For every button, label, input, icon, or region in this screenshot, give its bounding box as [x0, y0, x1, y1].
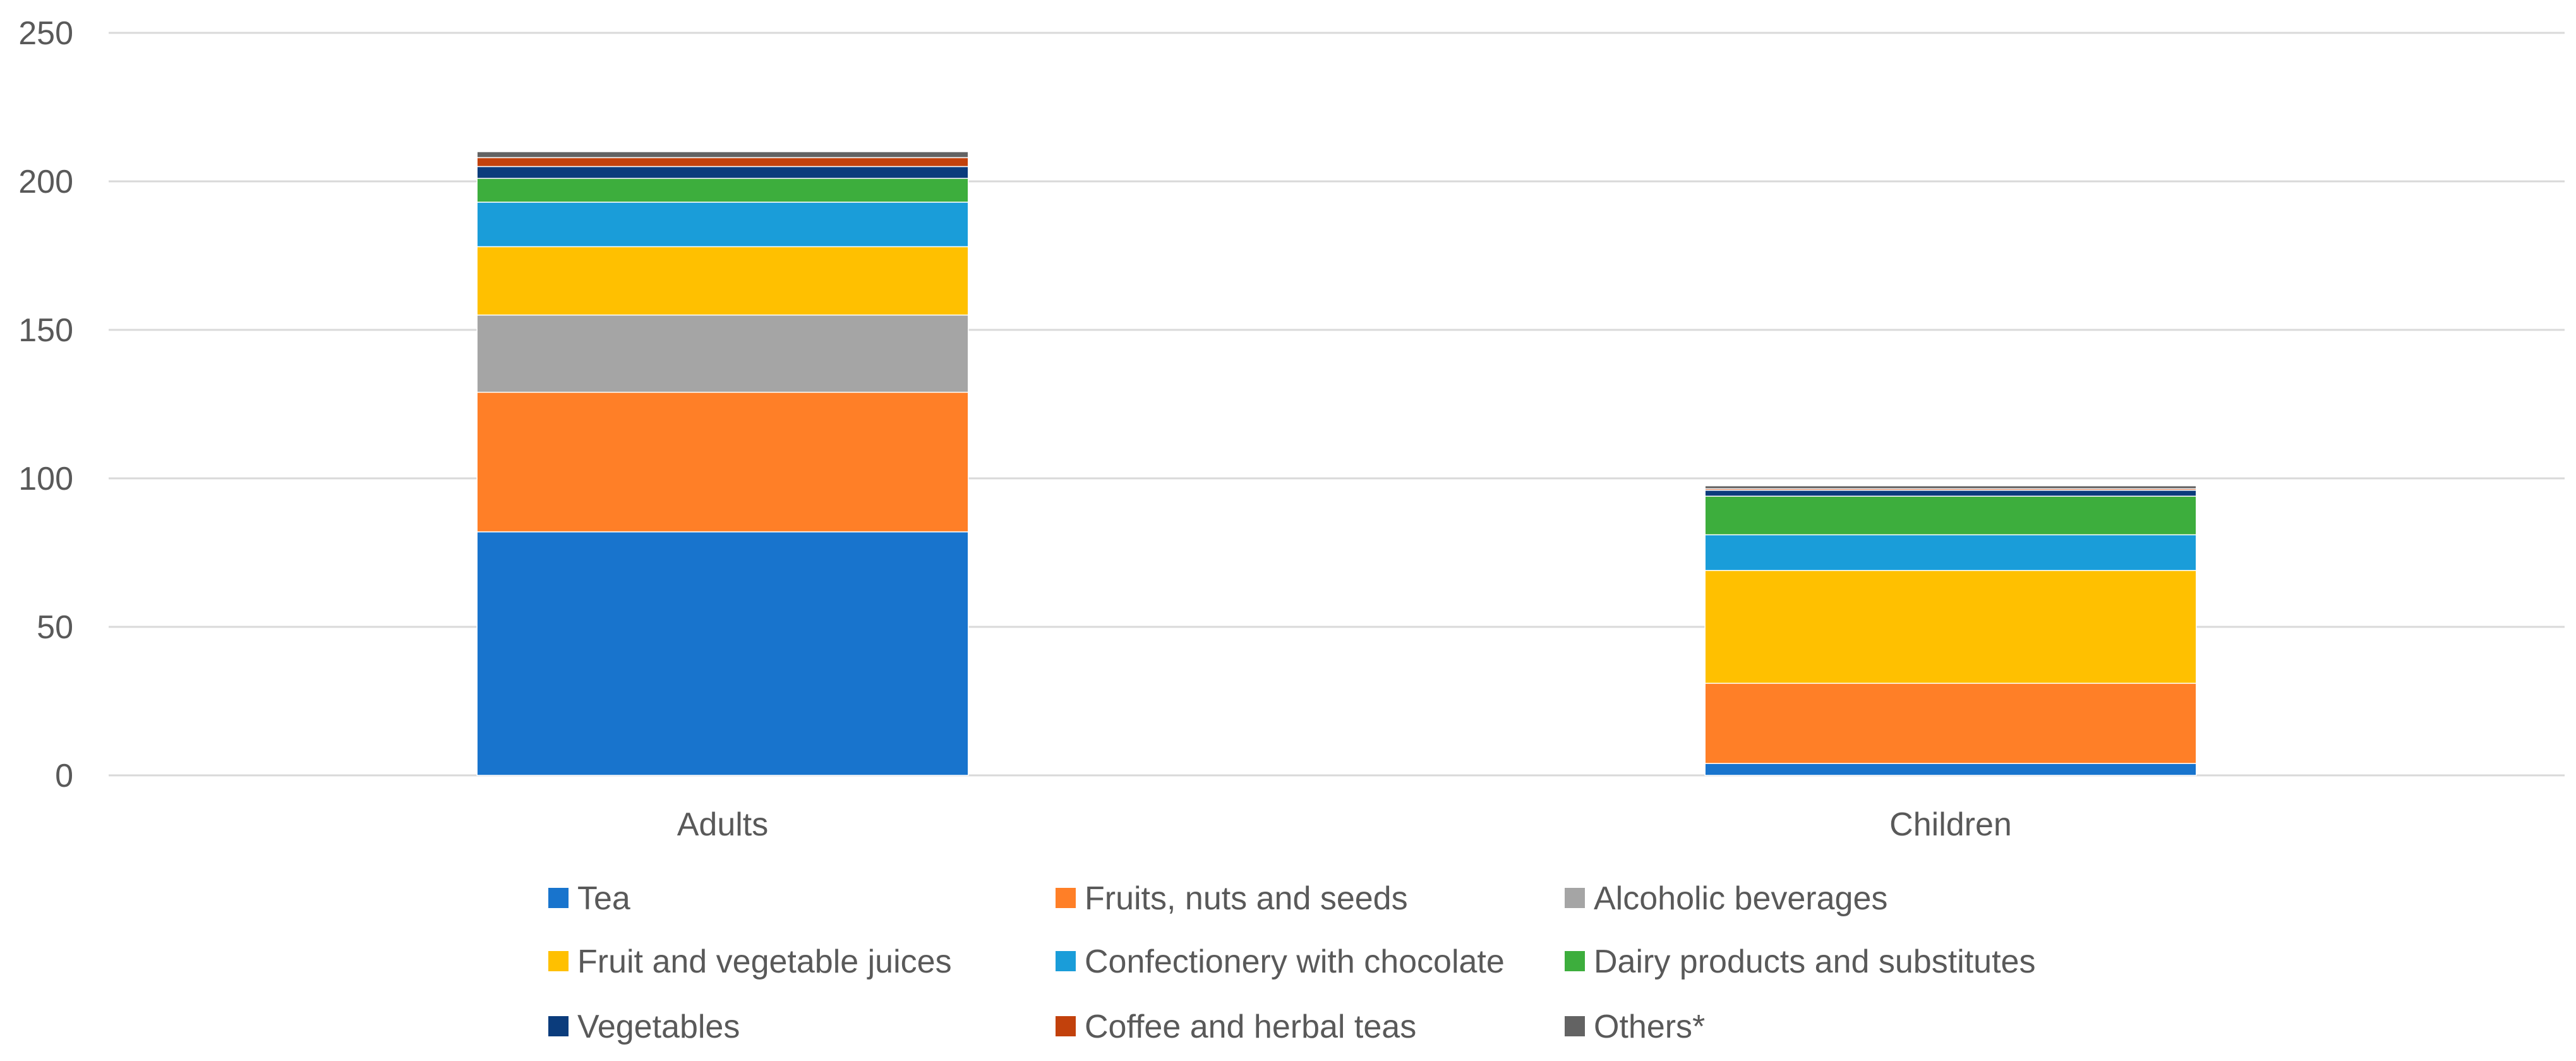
- bar-stacks: [476, 151, 2197, 776]
- y-tick-label-150: 150: [18, 312, 73, 349]
- bar-segment-children-confectionery-with-chocolate: [1704, 534, 2197, 571]
- bar-segment-adults-others: [476, 151, 969, 159]
- y-axis-tick-labels: 0 50 100 150 200 250: [18, 15, 73, 794]
- legend-swatch-vegetables: [548, 1016, 569, 1036]
- bar-segment-adults-tea: [476, 531, 969, 776]
- x-category-label-adults: Adults: [677, 806, 769, 843]
- bar-segment-children-vegetables: [1704, 490, 2197, 497]
- legend-item-confectionery-with-chocolate: Confectionery with chocolate: [1056, 943, 1505, 980]
- bar-segment-children-fruits-nuts-and-seeds: [1704, 682, 2197, 764]
- legend-label-tea: Tea: [577, 880, 630, 917]
- legend-item-coffee-and-herbal-teas: Coffee and herbal teas: [1056, 1009, 1416, 1045]
- legend-item-vegetables: Vegetables: [548, 1009, 740, 1045]
- bar-segment-adults-alcoholic-beverages: [476, 314, 969, 393]
- y-tick-label-50: 50: [37, 609, 73, 646]
- legend-label-alcoholic-beverages: Alcoholic beverages: [1594, 880, 1887, 917]
- y-tick-label-200: 200: [18, 164, 73, 200]
- bar-segment-children-fruit-and-vegetable-juices: [1704, 569, 2197, 684]
- legend-label-fruits-nuts-and-seeds: Fruits, nuts and seeds: [1085, 880, 1408, 917]
- legend-swatch-tea: [548, 888, 569, 908]
- bar-segment-children-others: [1704, 485, 2197, 490]
- legend-item-fruit-and-vegetable-juices: Fruit and vegetable juices: [548, 943, 952, 980]
- legend-swatch-others: [1565, 1016, 1585, 1036]
- legend-item-alcoholic-beverages: Alcoholic beverages: [1565, 880, 1887, 917]
- bar-segment-adults-coffee-and-herbal-teas: [476, 157, 969, 167]
- legend-swatch-confectionery-with-chocolate: [1056, 951, 1076, 971]
- bar-stack-adults: [476, 151, 969, 776]
- legend-swatch-alcoholic-beverages: [1565, 888, 1585, 908]
- bar-segment-adults-confectionery-with-chocolate: [476, 202, 969, 248]
- bar-segment-adults-dairy-products-and-substitutes: [476, 178, 969, 203]
- bar-stack-children: [1704, 485, 2197, 776]
- x-category-label-children: Children: [1889, 806, 2012, 843]
- legend-swatch-dairy-products-and-substitutes: [1565, 951, 1585, 971]
- legend-label-confectionery-with-chocolate: Confectionery with chocolate: [1085, 943, 1505, 980]
- y-tick-label-250: 250: [18, 15, 73, 52]
- legend-label-vegetables: Vegetables: [577, 1009, 740, 1045]
- legend-item-others: Others*: [1565, 1009, 1705, 1045]
- legend-label-coffee-and-herbal-teas: Coffee and herbal teas: [1085, 1009, 1416, 1045]
- legend-item-tea: Tea: [548, 880, 630, 917]
- legend: Tea Fruits, nuts and seeds Alcoholic bever…: [548, 880, 2035, 1045]
- x-axis-category-labels: Adults Children: [677, 806, 2012, 843]
- y-tick-label-0: 0: [55, 758, 73, 794]
- legend-label-dairy-products-and-substitutes: Dairy products and substitutes: [1594, 943, 2035, 980]
- legend-label-fruit-and-vegetable-juices: Fruit and vegetable juices: [577, 943, 952, 980]
- bar-segment-adults-vegetables: [476, 166, 969, 179]
- bar-segment-children-dairy-products-and-substitutes: [1704, 495, 2197, 536]
- bar-segment-adults-fruit-and-vegetable-juices: [476, 246, 969, 316]
- bar-segment-children-tea: [1704, 763, 2197, 776]
- y-tick-label-100: 100: [18, 461, 73, 497]
- legend-item-fruits-nuts-and-seeds: Fruits, nuts and seeds: [1056, 880, 1408, 917]
- bar-segment-adults-fruits-nuts-and-seeds: [476, 391, 969, 533]
- legend-swatch-fruits-nuts-and-seeds: [1056, 888, 1076, 908]
- legend-label-others: Others*: [1594, 1009, 1705, 1045]
- legend-item-dairy-products-and-substitutes: Dairy products and substitutes: [1565, 943, 2035, 980]
- legend-swatch-coffee-and-herbal-teas: [1056, 1016, 1076, 1036]
- legend-swatch-fruit-and-vegetable-juices: [548, 951, 569, 971]
